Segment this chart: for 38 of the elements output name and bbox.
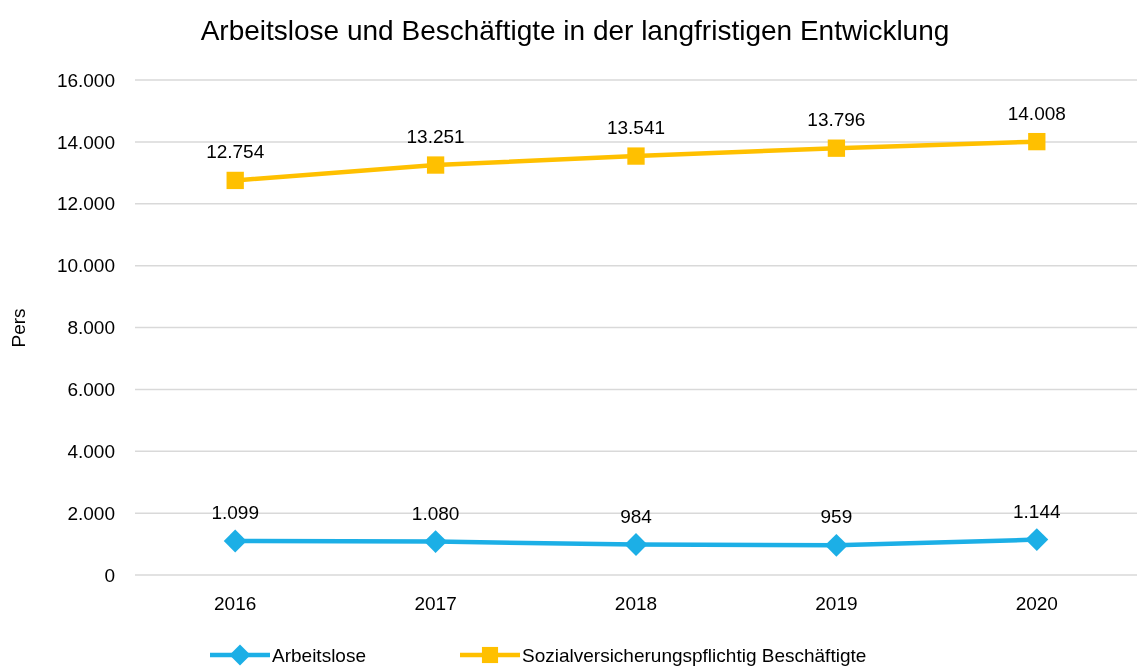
data-label: 13.541 [606,117,666,139]
point [824,533,848,557]
y-tick-label: 2.000 [67,502,115,524]
data-label: 984 [620,505,653,527]
data-label: 1.080 [411,502,460,524]
y-tick-label: 14.000 [56,131,115,153]
data-label: 12.754 [206,141,265,163]
point [627,147,645,165]
data-label: 13.251 [406,126,465,148]
chart-title: Arbeitslose und Beschäftigte in der langfristigen Entwicklung [200,15,950,46]
x-tick-label: 2016 [214,593,257,614]
legend-label: Arbeitslose [272,644,366,666]
point [1025,528,1049,552]
point [1028,132,1046,151]
y-tick-label: 0 [104,564,115,586]
data-label: 959 [820,506,853,528]
x-tick-label: 2018 [614,593,658,614]
x-tick-label: 2017 [414,593,457,614]
point [827,139,846,157]
x-tick-label: 2020 [1015,593,1058,614]
point [424,530,448,554]
y-tick-label: 8.000 [67,317,115,339]
x-tick-label: 2019 [815,593,858,614]
y-tick-label: 10.000 [56,255,115,277]
data-label: 13.796 [807,109,866,131]
point [226,171,244,190]
y-tick-label: 4.000 [67,440,115,462]
data-label: 14.008 [1007,102,1066,124]
point [426,156,445,174]
legend-label: Sozialversicherungspflichtig Beschäftigte [522,644,867,666]
data-label: 1.144 [1013,500,1062,522]
data-label: 1.099 [211,502,259,523]
y-tick-label: 16.000 [56,69,115,91]
y-tick-label: 12.000 [56,193,115,215]
y-axis-title: Pers [8,308,29,348]
y-tick-label: 6.000 [67,379,115,401]
point [624,533,648,556]
point [223,529,247,553]
